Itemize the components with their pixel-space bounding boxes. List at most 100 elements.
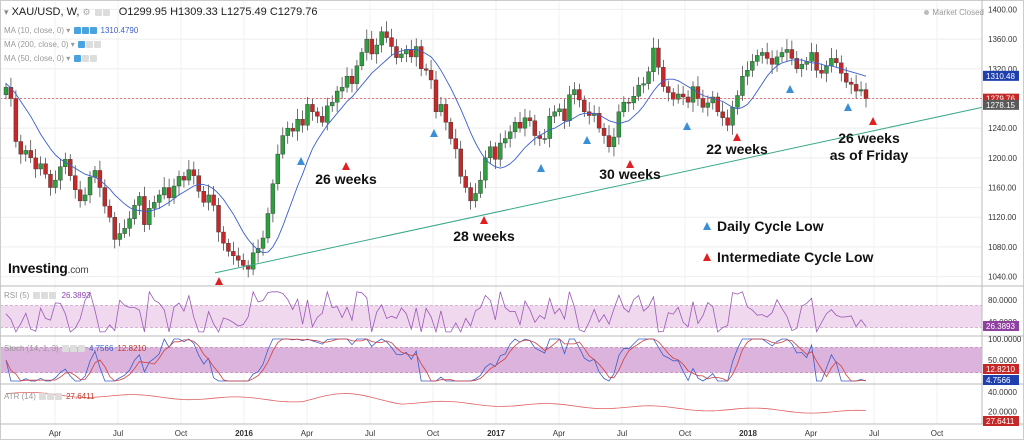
stoch-legend[interactable]: Stoch (14, 1, 3) 4.7566 12.8210	[4, 344, 146, 353]
stoch-line	[5, 338, 866, 382]
dropdown-icon[interactable]: ▾	[70, 40, 75, 49]
chart-header: ▾ XAU/USD, W, ⚙ O1299.95 H1309.33 L1275.…	[4, 6, 318, 18]
candle-up	[147, 208, 152, 225]
eye-icon[interactable]	[32, 292, 40, 300]
candle-up	[414, 46, 419, 58]
candle-up	[760, 52, 765, 56]
rsi-legend[interactable]: RSI (5) 26.3893	[4, 291, 91, 300]
candle-up	[305, 104, 310, 126]
close-icon[interactable]	[93, 41, 101, 49]
intermediate-cycle-marker	[869, 117, 877, 125]
candle-up	[364, 38, 370, 53]
eye-icon[interactable]	[73, 55, 81, 63]
rsi-band	[0, 305, 982, 328]
candle-down	[13, 98, 19, 142]
candle-up	[3, 87, 9, 95]
candle-up	[295, 119, 300, 132]
candle-up	[858, 89, 864, 92]
candle-down	[221, 231, 226, 244]
candle-up	[616, 111, 622, 138]
eye-icon[interactable]	[73, 27, 81, 35]
ma10-legend[interactable]: MA (10, close, 0) ▾ 1310.4790	[4, 26, 138, 35]
candle-up	[631, 96, 636, 104]
legend-intermediate-label: Intermediate Cycle Low	[717, 249, 873, 265]
high-value: H1309.33	[170, 6, 218, 18]
price-tag-bg	[983, 99, 1019, 110]
close-icon[interactable]	[89, 55, 97, 63]
candle-down	[231, 251, 236, 256]
settings-toggle-icon[interactable]	[102, 8, 110, 16]
candle-down	[166, 187, 172, 199]
rsi-value: 26.3893	[61, 291, 91, 300]
candle-up	[186, 169, 192, 181]
candle-down	[720, 111, 725, 118]
atr-value: 27.6411	[66, 392, 95, 401]
candle-up	[82, 194, 88, 202]
ma200-legend[interactable]: MA (200, close, 0) ▾	[4, 40, 101, 49]
daily-cycle-marker	[844, 103, 852, 111]
gear-icon[interactable]	[85, 41, 93, 49]
candle-down	[863, 89, 869, 99]
candle-down	[423, 68, 429, 71]
dropdown-icon[interactable]: ▾	[66, 26, 71, 35]
candle-up	[512, 122, 518, 133]
stoch-label: Stoch (14, 1, 3)	[4, 344, 59, 353]
candle-down	[562, 108, 567, 121]
candle-down	[48, 173, 53, 188]
candle-down	[844, 73, 849, 83]
stoch-k-end-tag-bg	[983, 375, 1019, 385]
stoch-d-value: 12.8210	[117, 344, 147, 353]
atr-end-tag: 27.6411	[986, 417, 1015, 426]
eye-icon[interactable]	[61, 345, 69, 353]
rsi-line	[5, 290, 867, 334]
eye-icon[interactable]	[39, 393, 47, 401]
gear-icon[interactable]	[40, 292, 48, 300]
candle-up	[87, 176, 93, 196]
close-icon[interactable]	[77, 345, 85, 353]
candle-up	[161, 187, 167, 196]
eye-icon[interactable]	[77, 41, 85, 49]
y-tick-label: 1080.00	[988, 243, 1017, 252]
collapse-icon[interactable]: ▾	[4, 7, 9, 17]
atr-legend[interactable]: ATR (14) 27.6411	[4, 392, 94, 401]
candle-up	[325, 105, 330, 123]
candle-up	[122, 228, 127, 234]
candle-down	[626, 101, 631, 104]
stoch-k-value: 4.7566	[88, 344, 114, 353]
gear-icon[interactable]	[81, 55, 89, 63]
dropdown-icon[interactable]: ▾	[66, 54, 71, 63]
candle-up	[344, 76, 350, 88]
cycle-length-label: 30 weeks	[599, 166, 661, 182]
x-tick-label: Apr	[805, 429, 818, 438]
candle-up	[157, 194, 162, 203]
atr-label: ATR (14)	[4, 392, 36, 401]
candle-down	[236, 255, 241, 261]
ma200-label: MA (200, close, 0)	[4, 40, 69, 49]
legend-intermediate-icon	[703, 253, 711, 261]
stoch-k-end-tag: 4.7566	[986, 376, 1011, 385]
candle-down	[532, 120, 538, 136]
candle-down	[769, 58, 775, 65]
close-icon[interactable]	[89, 27, 97, 35]
ma50-legend[interactable]: MA (50, close, 0) ▾	[4, 54, 97, 63]
market-status-label: Market Closed	[932, 8, 984, 17]
candle-up	[829, 58, 834, 67]
candle-down	[418, 46, 424, 69]
candle-down	[43, 163, 48, 175]
candle-down	[517, 122, 523, 129]
gear-icon[interactable]	[81, 27, 89, 35]
settings-icon[interactable]: ⚙	[82, 7, 91, 17]
gear-icon[interactable]	[47, 393, 55, 401]
symbol-label: XAU/USD, W,	[11, 6, 80, 18]
visibility-icon[interactable]	[94, 8, 102, 16]
candle-down	[216, 205, 221, 233]
gear-icon[interactable]	[69, 345, 77, 353]
close-icon[interactable]	[55, 393, 63, 401]
y-tick-label: 1400.00	[988, 5, 1017, 14]
cycle-length-label: 26 weeks	[838, 130, 900, 146]
x-tick-label: Oct	[175, 429, 188, 438]
rsi-label: RSI (5)	[4, 291, 30, 300]
close-icon[interactable]	[48, 292, 56, 300]
